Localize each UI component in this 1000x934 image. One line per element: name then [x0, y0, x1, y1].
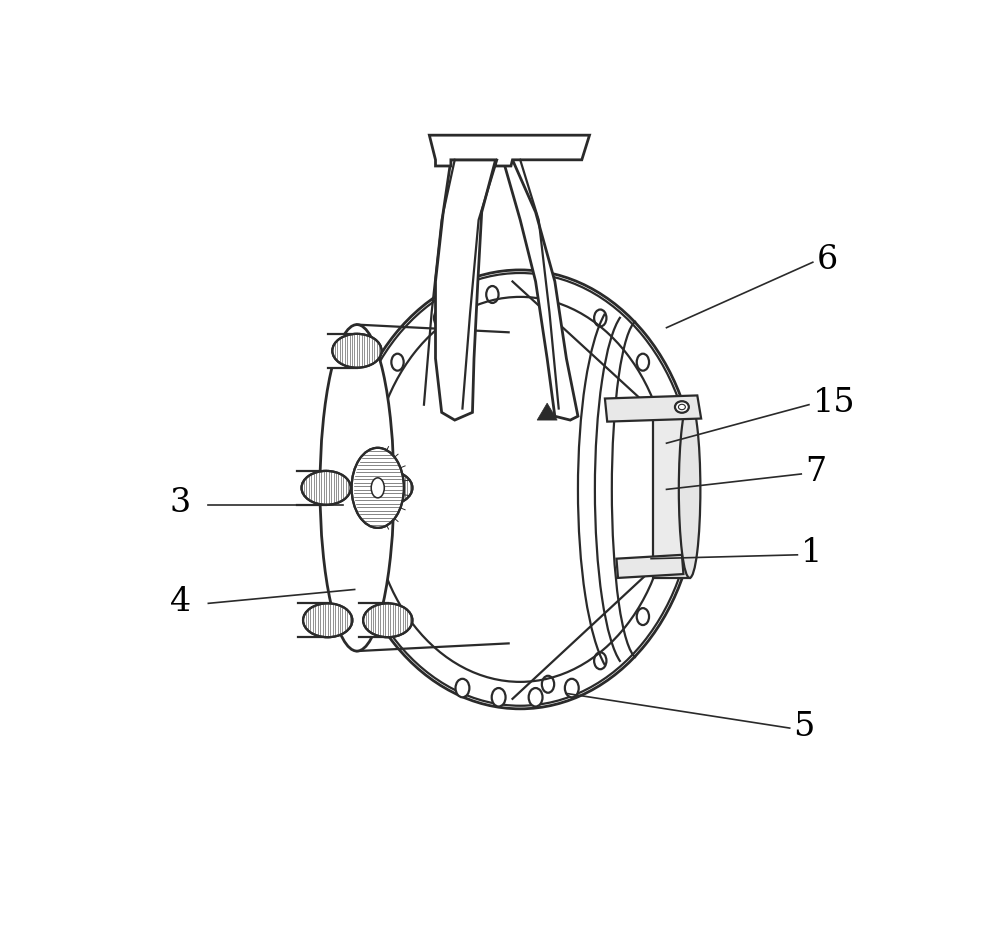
Ellipse shape: [529, 688, 543, 706]
Polygon shape: [297, 471, 326, 504]
Ellipse shape: [637, 354, 649, 371]
Polygon shape: [358, 603, 388, 637]
Ellipse shape: [332, 333, 382, 368]
Ellipse shape: [456, 679, 469, 698]
Ellipse shape: [364, 413, 376, 431]
Text: 4: 4: [170, 586, 191, 617]
Ellipse shape: [492, 688, 506, 706]
Ellipse shape: [363, 603, 412, 637]
Polygon shape: [505, 160, 578, 420]
Ellipse shape: [302, 471, 351, 504]
Ellipse shape: [637, 608, 649, 625]
Ellipse shape: [674, 481, 687, 498]
Ellipse shape: [371, 478, 384, 498]
Ellipse shape: [320, 325, 394, 651]
Ellipse shape: [679, 401, 700, 578]
Ellipse shape: [665, 413, 677, 431]
Polygon shape: [298, 603, 328, 637]
Polygon shape: [436, 160, 496, 420]
Polygon shape: [358, 471, 388, 504]
Ellipse shape: [542, 676, 554, 693]
Ellipse shape: [363, 471, 412, 504]
Ellipse shape: [343, 270, 697, 709]
Ellipse shape: [352, 447, 404, 528]
Text: 3: 3: [170, 488, 191, 519]
Text: 6: 6: [817, 244, 838, 276]
Ellipse shape: [486, 286, 499, 303]
Ellipse shape: [594, 309, 606, 327]
Text: 15: 15: [813, 387, 855, 419]
Text: 7: 7: [805, 457, 826, 488]
Text: 5: 5: [794, 711, 815, 743]
Polygon shape: [605, 395, 701, 421]
Polygon shape: [328, 333, 357, 368]
Polygon shape: [616, 555, 683, 578]
Ellipse shape: [594, 652, 606, 670]
Ellipse shape: [434, 309, 446, 327]
Ellipse shape: [665, 548, 677, 565]
Ellipse shape: [303, 603, 352, 637]
Polygon shape: [653, 401, 690, 578]
Ellipse shape: [565, 679, 579, 698]
Text: 1: 1: [801, 537, 822, 570]
Ellipse shape: [542, 286, 554, 303]
Polygon shape: [429, 135, 590, 166]
Ellipse shape: [675, 402, 689, 413]
Polygon shape: [537, 403, 557, 420]
Ellipse shape: [391, 354, 404, 371]
